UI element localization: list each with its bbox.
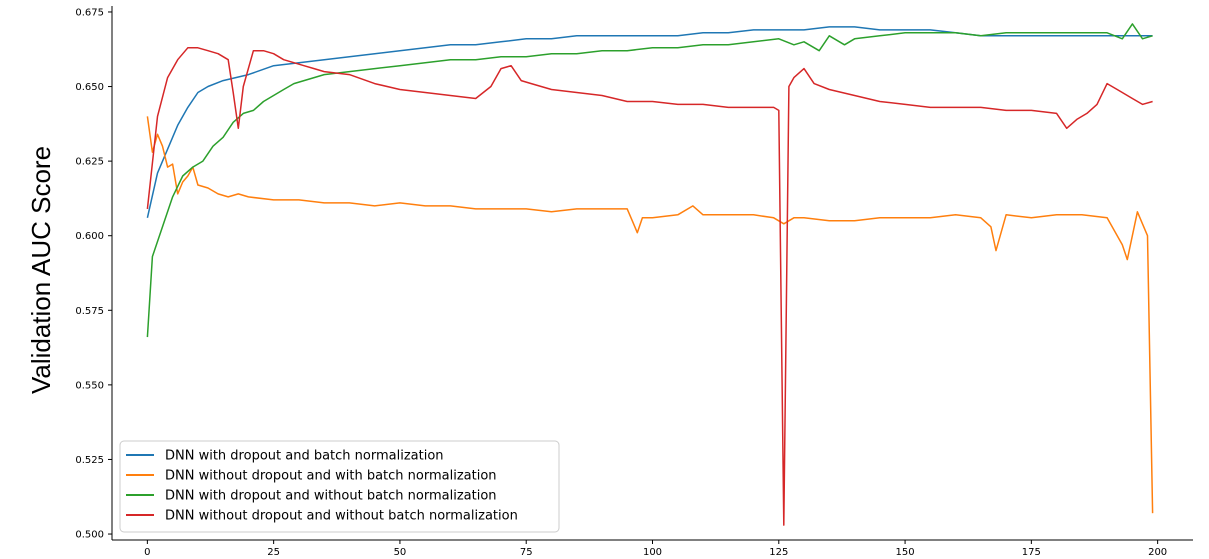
y-tick-label: 0.525 xyxy=(75,455,104,466)
legend-label-4: DNN without dropout and without batch no… xyxy=(165,509,518,524)
x-tick-label: 175 xyxy=(1022,547,1041,558)
y-tick-label: 0.575 xyxy=(75,306,104,317)
y-tick-label: 0.550 xyxy=(75,380,104,391)
x-ticks: 0 25 50 75 100 125 150 175 200 xyxy=(144,540,1167,558)
series-line-4 xyxy=(146,47,1153,526)
y-axis-label: Validation AUC Score xyxy=(26,146,56,394)
y-tick-label: 0.650 xyxy=(75,82,104,93)
legend-label-3: DNN with dropout and without batch norma… xyxy=(165,489,497,504)
series-line-2 xyxy=(146,116,1154,514)
x-tick-label: 150 xyxy=(896,547,915,558)
legend-label-2: DNN without dropout and with batch norma… xyxy=(165,469,497,484)
series-lines xyxy=(146,23,1154,526)
legend-label-1: DNN with dropout and batch normalization xyxy=(165,449,444,464)
x-tick-label: 50 xyxy=(394,547,407,558)
x-tick-label: 100 xyxy=(643,547,662,558)
legend-box xyxy=(119,440,560,533)
x-tick-label: 75 xyxy=(520,547,533,558)
y-tick-label: 0.675 xyxy=(75,7,104,18)
y-tick-label: 0.625 xyxy=(75,157,104,168)
x-tick-label: 0 xyxy=(144,547,150,558)
y-tick-label: 0.600 xyxy=(75,231,104,242)
y-tick-label: 0.500 xyxy=(75,530,104,541)
x-tick-label: 125 xyxy=(769,547,788,558)
x-tick-label: 200 xyxy=(1148,547,1167,558)
x-tick-label: 25 xyxy=(267,547,280,558)
legend: DNN with dropout and batch normalization… xyxy=(119,440,560,533)
y-ticks: 0.500 0.525 0.550 0.575 0.600 0.625 0.650 0.675 xyxy=(75,7,112,541)
